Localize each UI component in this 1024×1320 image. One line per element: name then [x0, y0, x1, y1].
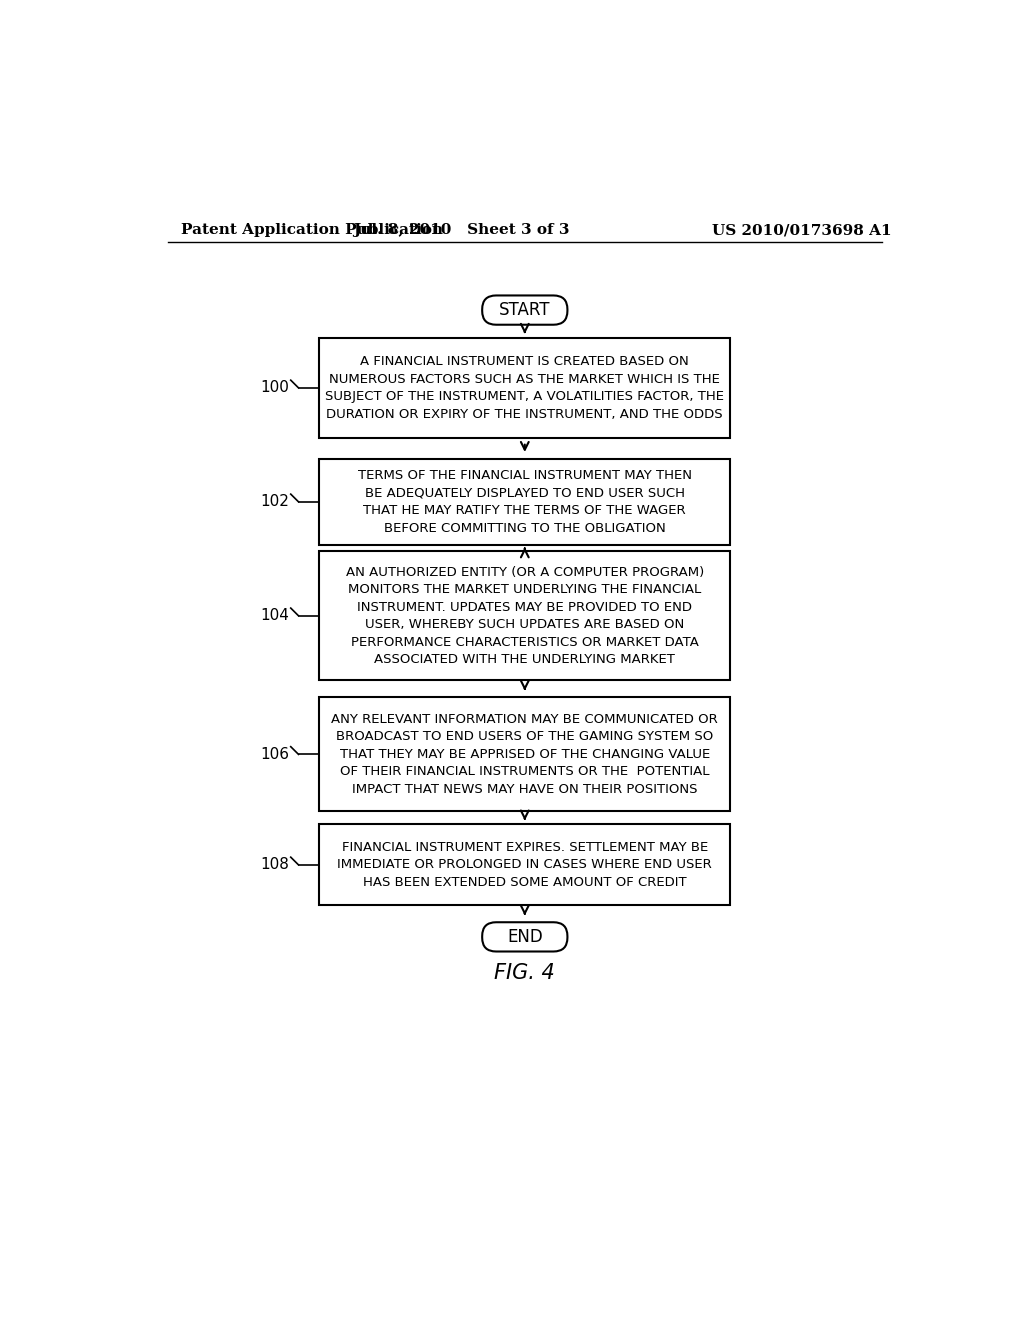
Bar — [319, 697, 730, 812]
Text: 100: 100 — [260, 380, 289, 396]
FancyBboxPatch shape — [482, 296, 567, 325]
Text: A FINANCIAL INSTRUMENT IS CREATED BASED ON
NUMEROUS FACTORS SUCH AS THE MARKET W: A FINANCIAL INSTRUMENT IS CREATED BASED … — [326, 355, 724, 421]
Bar — [319, 552, 730, 681]
Text: US 2010/0173698 A1: US 2010/0173698 A1 — [713, 223, 892, 238]
Bar — [319, 459, 730, 545]
Text: START: START — [499, 301, 551, 319]
Text: ANY RELEVANT INFORMATION MAY BE COMMUNICATED OR
BROADCAST TO END USERS OF THE GA: ANY RELEVANT INFORMATION MAY BE COMMUNIC… — [332, 713, 718, 796]
Text: Patent Application Publication: Patent Application Publication — [180, 223, 442, 238]
Text: 106: 106 — [260, 747, 289, 762]
Text: 104: 104 — [260, 609, 289, 623]
Text: FIG. 4: FIG. 4 — [495, 964, 555, 983]
Text: AN AUTHORIZED ENTITY (OR A COMPUTER PROGRAM)
MONITORS THE MARKET UNDERLYING THE : AN AUTHORIZED ENTITY (OR A COMPUTER PROG… — [346, 565, 703, 667]
FancyBboxPatch shape — [482, 923, 567, 952]
Bar — [319, 338, 730, 438]
Text: 102: 102 — [260, 494, 289, 510]
Bar — [319, 825, 730, 906]
Text: FINANCIAL INSTRUMENT EXPIRES. SETTLEMENT MAY BE
IMMEDIATE OR PROLONGED IN CASES : FINANCIAL INSTRUMENT EXPIRES. SETTLEMENT… — [338, 841, 712, 888]
Text: END: END — [507, 928, 543, 946]
Text: TERMS OF THE FINANCIAL INSTRUMENT MAY THEN
BE ADEQUATELY DISPLAYED TO END USER S: TERMS OF THE FINANCIAL INSTRUMENT MAY TH… — [357, 469, 692, 535]
Text: Jul. 8, 2010   Sheet 3 of 3: Jul. 8, 2010 Sheet 3 of 3 — [353, 223, 569, 238]
Text: 108: 108 — [260, 858, 289, 873]
